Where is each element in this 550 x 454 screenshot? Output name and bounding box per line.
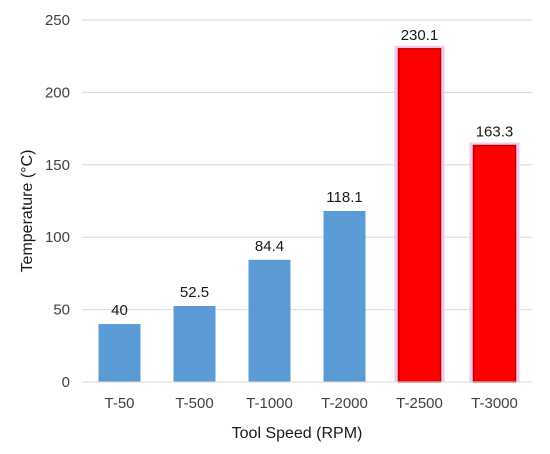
data-labels: 40 52.5 84.4 118.1 230.1 163.3: [111, 27, 513, 319]
x-tick-label: T-3000: [471, 395, 518, 412]
y-axis-label: Temperature (°C): [19, 150, 36, 273]
bar-t-50: [98, 324, 141, 382]
y-tick-label: 250: [45, 12, 70, 29]
bar-t-500: [173, 305, 216, 382]
data-label: 40: [111, 302, 128, 319]
x-tick-label: T-2500: [396, 395, 443, 412]
bar-t-2500: [397, 48, 442, 383]
y-axis-ticks: 0 50 100 150 200 250: [45, 12, 70, 391]
data-label: 230.1: [401, 27, 439, 44]
gridlines: [82, 19, 532, 311]
data-label: 118.1: [326, 189, 362, 206]
bar-t-2000: [323, 210, 366, 382]
y-tick-label: 200: [45, 84, 70, 101]
data-label: 163.3: [476, 124, 514, 141]
x-tick-label: T-1000: [246, 395, 293, 412]
x-tick-label: T-500: [175, 395, 213, 412]
bars: [98, 45, 520, 383]
x-tick-label: T-50: [104, 395, 134, 412]
x-axis-label: Tool Speed (RPM): [232, 425, 363, 442]
y-tick-label: 100: [45, 229, 70, 246]
x-axis-ticks: T-50 T-500 T-1000 T-2000 T-2500 T-3000: [104, 395, 517, 412]
y-tick-label: 0: [62, 374, 70, 391]
data-label: 52.5: [180, 284, 209, 301]
bar-t-1000: [248, 259, 291, 382]
y-tick-label: 50: [53, 302, 70, 319]
bar-t-3000: [472, 144, 517, 383]
y-tick-label: 150: [45, 157, 70, 174]
x-tick-label: T-2000: [321, 395, 368, 412]
data-label: 84.4: [255, 238, 284, 255]
